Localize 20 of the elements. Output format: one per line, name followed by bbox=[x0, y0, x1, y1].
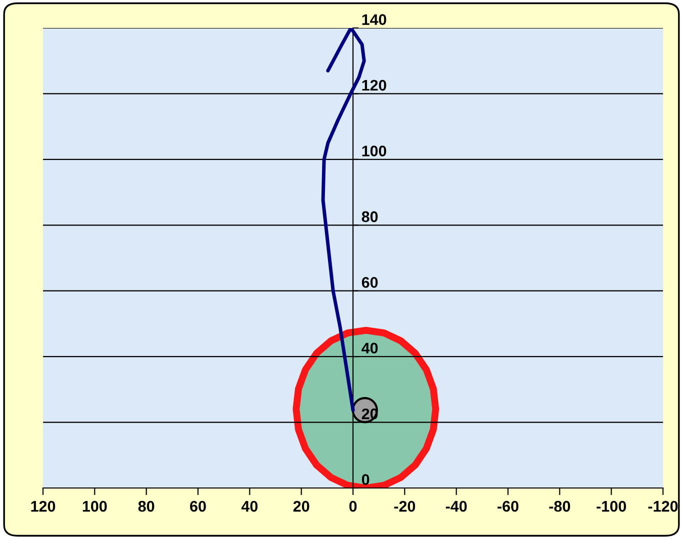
x-tick-label: -40 bbox=[446, 500, 467, 512]
y-tick-label: 80 bbox=[362, 211, 378, 222]
y-tick-label: 140 bbox=[362, 14, 386, 25]
y-tick-label: 60 bbox=[362, 277, 378, 288]
x-tick-label: 60 bbox=[190, 500, 206, 512]
x-tick-label: -20 bbox=[394, 500, 416, 512]
x-tick-label: 100 bbox=[82, 500, 107, 512]
y-tick-label: 40 bbox=[362, 342, 378, 354]
y-tick-label: 120 bbox=[362, 80, 386, 91]
x-tick-label: -120 bbox=[648, 500, 678, 512]
x-tick-label: -100 bbox=[596, 500, 626, 512]
x-tick-label: 20 bbox=[293, 500, 310, 512]
x-tick-label: 40 bbox=[241, 500, 258, 512]
x-tick-label: 120 bbox=[31, 500, 56, 512]
y-tick-label: 0 bbox=[362, 474, 370, 485]
y-tick-label: 100 bbox=[362, 146, 386, 156]
x-tick-label: 80 bbox=[138, 500, 154, 512]
x-tick-label: -80 bbox=[549, 500, 570, 512]
x-tick-label: 0 bbox=[349, 500, 357, 512]
x-tick-label: -60 bbox=[498, 500, 518, 512]
